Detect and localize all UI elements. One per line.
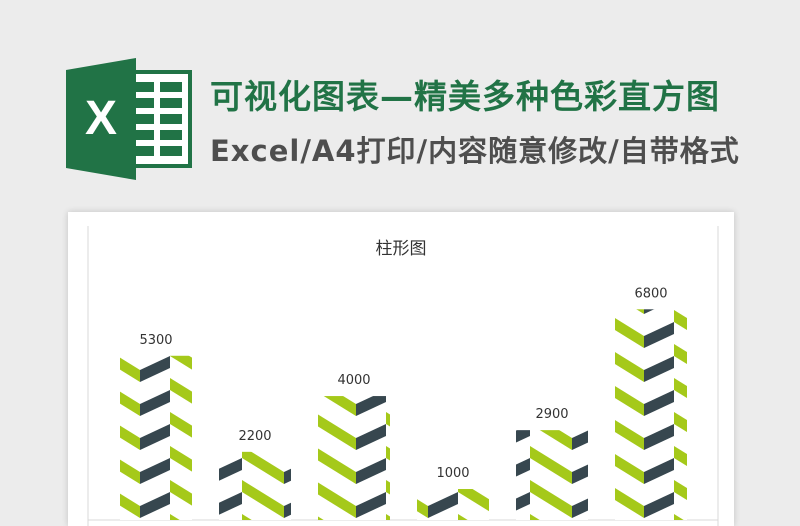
bar (318, 396, 390, 520)
bar (417, 489, 489, 520)
chart-title: 柱形图 (375, 239, 427, 259)
bar (516, 430, 588, 520)
bar (120, 355, 192, 520)
bar (615, 309, 687, 520)
bar (219, 451, 291, 520)
page-title: 可视化图表—精美多种色彩直方图 (210, 77, 720, 116)
bar-chart: 5300 2200 4000 1000 2900 6800 (87, 226, 719, 526)
data-label: 6800 (634, 286, 667, 301)
chart-card: 5300 2200 4000 1000 2900 6800 柱形图 (68, 212, 734, 526)
data-label: 2200 (238, 429, 271, 444)
data-label: 2900 (535, 407, 568, 422)
data-label: 4000 (337, 373, 370, 388)
excel-logo-icon: X (66, 58, 192, 180)
logo-letter: X (85, 92, 117, 145)
data-label: 5300 (139, 333, 172, 348)
data-label: 1000 (436, 466, 469, 481)
page-subtitle: Excel/A4打印/内容随意修改/自带格式 (210, 134, 740, 168)
